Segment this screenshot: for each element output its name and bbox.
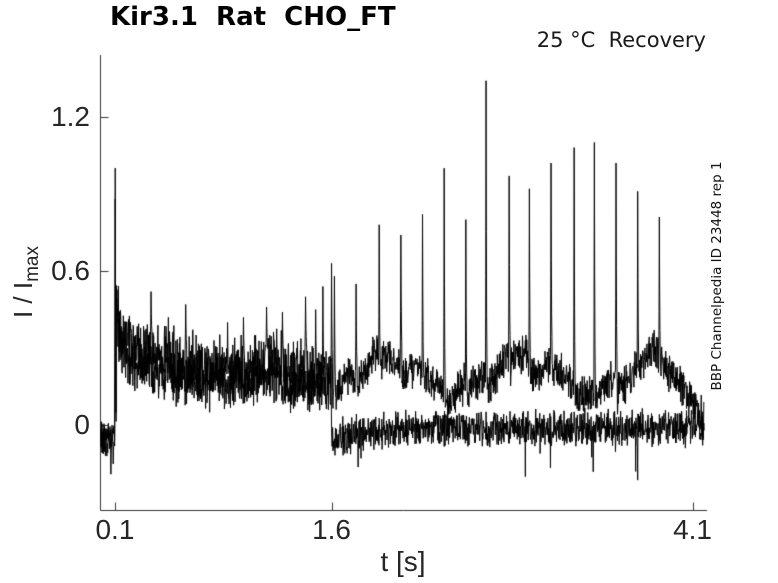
x-axis-label: t [s] — [380, 546, 426, 577]
x-tick-label: 0.1 — [95, 514, 135, 545]
condition-annotation: 25 °C Recovery — [536, 28, 706, 52]
x-tick-label: 4.1 — [673, 514, 713, 545]
chart-title: Kir3.1 Rat CHO_FT — [110, 2, 396, 32]
y-tick-label: 0 — [74, 409, 90, 441]
watermark-label: BBP Channelpedia ID 23448 rep 1 — [709, 161, 725, 391]
y-tick-label: 1.2 — [51, 100, 90, 132]
x-tick-label: 1.6 — [312, 514, 352, 545]
y-tick-label: 0.6 — [51, 255, 90, 287]
